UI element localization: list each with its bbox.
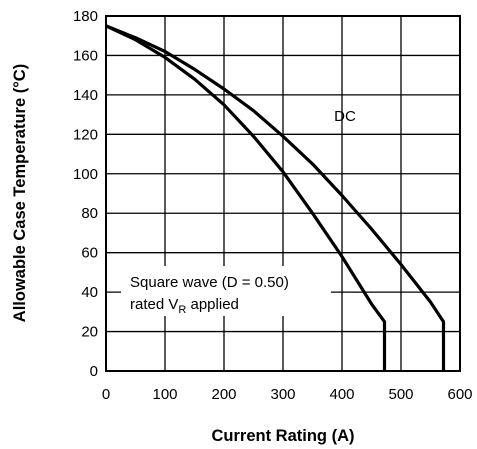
x-tick-label: 600 bbox=[447, 386, 472, 403]
y-tick-label: 140 bbox=[73, 87, 98, 104]
y-tick-label: 40 bbox=[81, 284, 98, 301]
rated-v-text: rated V bbox=[130, 296, 178, 313]
y-tick-label: 20 bbox=[81, 324, 98, 341]
y-axis-title: Allowable Case Temperature (°C) bbox=[11, 64, 29, 322]
annotation-box-square-wave bbox=[121, 266, 331, 316]
x-tick-label: 100 bbox=[152, 386, 177, 403]
grid-lines bbox=[106, 16, 460, 371]
x-tick-label: 0 bbox=[102, 386, 110, 403]
y-tick-label: 100 bbox=[73, 166, 98, 183]
x-tick-label: 200 bbox=[211, 386, 236, 403]
square-wave-curve bbox=[105, 24, 387, 371]
square-wave-label-line1: Square wave (D = 0.50) bbox=[130, 274, 289, 291]
y-tick-label: 160 bbox=[73, 47, 98, 64]
y-tick-label: 60 bbox=[81, 245, 98, 262]
plot-frame bbox=[105, 15, 461, 372]
x-axis-title: Current Rating (A) bbox=[212, 427, 355, 445]
applied-text: applied bbox=[186, 296, 239, 313]
x-tick-label: 300 bbox=[270, 386, 295, 403]
r-subscript: R bbox=[178, 304, 186, 316]
curves bbox=[105, 24, 446, 371]
y-tick-label: 80 bbox=[81, 205, 98, 222]
square-wave-label-line2: rated VR applied bbox=[130, 296, 239, 316]
x-tick-label: 500 bbox=[388, 386, 413, 403]
y-tick-label: 180 bbox=[73, 8, 98, 25]
y-tick-label: 120 bbox=[73, 126, 98, 143]
x-tick-label: 400 bbox=[329, 386, 354, 403]
dc-label: DC bbox=[334, 108, 356, 125]
y-tick-label: 0 bbox=[90, 363, 98, 380]
x-tick-labels: 0 100 200 300 400 500 600 bbox=[102, 386, 473, 403]
dc-curve bbox=[105, 24, 446, 371]
y-tick-labels: 0 20 40 60 80 100 120 140 160 180 bbox=[73, 8, 98, 380]
